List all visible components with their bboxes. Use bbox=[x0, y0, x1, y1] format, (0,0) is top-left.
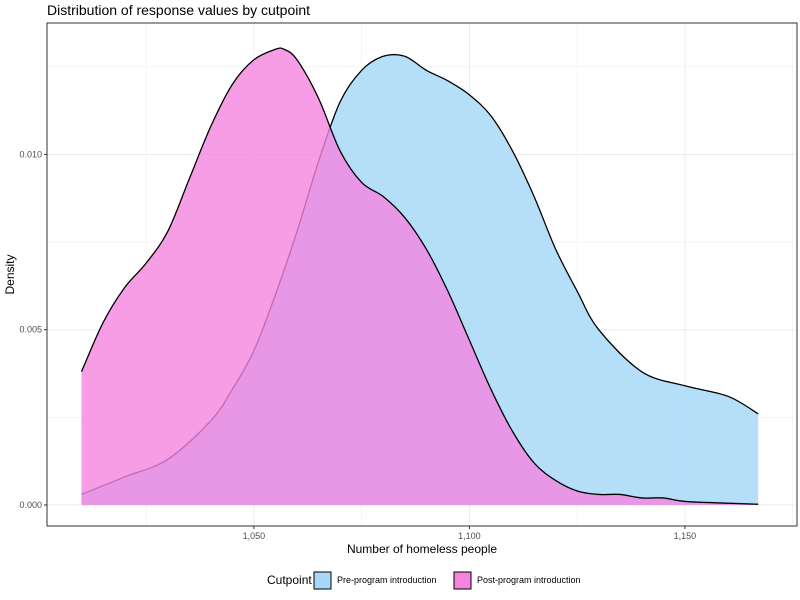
x-tick-label: 1,100 bbox=[458, 531, 481, 541]
y-tick-label: 0.005 bbox=[19, 325, 42, 335]
line-post-program-introduction bbox=[80, 47, 759, 505]
x-axis-title: Number of homeless people bbox=[347, 542, 497, 556]
area-post-program-introduction bbox=[81, 47, 759, 505]
y-tick-label: 0.010 bbox=[19, 149, 42, 159]
chart-title: Distribution of response values by cutpo… bbox=[47, 2, 310, 18]
y-axis-title: Density bbox=[3, 254, 17, 294]
density-areas bbox=[80, 47, 759, 505]
axes: 1,050 1,100 1,150 0.000 0.005 0.010 bbox=[19, 149, 696, 541]
legend: Cutpoint Pre-program introduction Post-pr… bbox=[267, 571, 581, 590]
legend-label-pre-program-introduction: Pre-program introduction bbox=[337, 575, 437, 585]
legend-key-pre-program-introduction bbox=[313, 571, 332, 590]
panel-border bbox=[46, 22, 798, 527]
legend-label-post-program-introduction: Post-program introduction bbox=[477, 575, 581, 585]
x-tick-label: 1,050 bbox=[243, 531, 266, 541]
y-tick-label: 0.000 bbox=[19, 500, 42, 510]
legend-key-post-program-introduction bbox=[453, 571, 472, 590]
legend-title: Cutpoint bbox=[267, 573, 312, 587]
x-tick-label: 1,150 bbox=[674, 531, 697, 541]
